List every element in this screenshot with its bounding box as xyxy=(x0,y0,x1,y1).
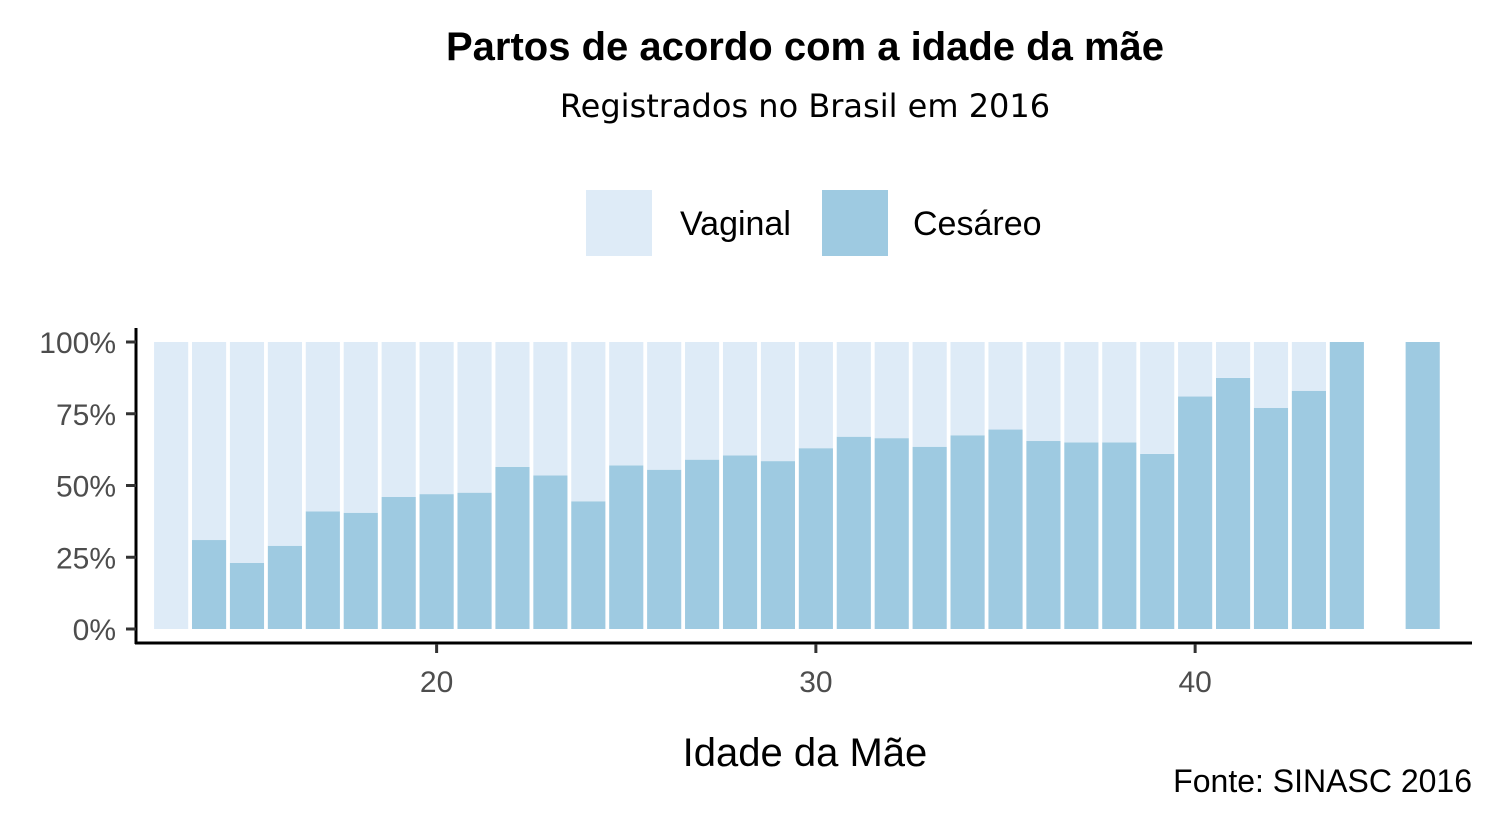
bar-vaginal-age-30 xyxy=(798,342,833,449)
bar-vaginal-age-32 xyxy=(874,342,909,439)
bar-cesreo-age-46 xyxy=(1405,342,1440,629)
bar-vaginal-age-25 xyxy=(609,342,644,466)
caption: Fonte: SINASC 2016 xyxy=(1173,763,1472,799)
bar-cesreo-age-44 xyxy=(1329,342,1364,629)
bar-cesreo-age-32 xyxy=(874,438,909,629)
x-axis-ticks: 20 30 40 xyxy=(420,644,1212,699)
bar-cesreo-age-42 xyxy=(1253,408,1289,629)
bar-vaginal-age-33 xyxy=(912,342,947,447)
y-tick-label: 75% xyxy=(56,399,116,432)
bar-vaginal-age-28 xyxy=(722,342,758,456)
legend-swatch-cesareo xyxy=(822,190,888,256)
bar-vaginal-age-26 xyxy=(647,342,682,470)
legend-swatch-vaginal xyxy=(586,190,652,256)
bar-cesreo-age-40 xyxy=(1178,396,1213,629)
bar-cesreo-age-24 xyxy=(571,501,606,629)
legend-label-cesareo: Cesáreo xyxy=(913,205,1042,243)
bar-vaginal-age-24 xyxy=(571,342,606,502)
bars-group xyxy=(154,342,1440,629)
bar-cesreo-age-31 xyxy=(836,436,871,629)
bar-vaginal-age-20 xyxy=(419,342,454,495)
bar-vaginal-age-34 xyxy=(950,342,985,436)
bar-cesreo-age-39 xyxy=(1140,453,1175,629)
bar-cesreo-age-19 xyxy=(381,496,416,629)
bar-vaginal-age-17 xyxy=(305,342,340,512)
bar-cesreo-age-26 xyxy=(647,469,682,629)
bar-cesreo-age-22 xyxy=(495,466,530,629)
bar-vaginal-age-41 xyxy=(1215,342,1251,378)
chart-subtitle: Registrados no Brasil em 2016 xyxy=(560,87,1050,125)
bar-cesreo-age-35 xyxy=(988,429,1023,629)
bar-vaginal-age-19 xyxy=(381,342,416,497)
legend-label-vaginal: Vaginal xyxy=(680,205,791,243)
bar-cesreo-age-43 xyxy=(1291,390,1326,629)
bar-vaginal-age-40 xyxy=(1178,342,1213,397)
legend: Vaginal Cesáreo xyxy=(586,190,1042,256)
y-tick-label: 50% xyxy=(56,471,116,504)
bar-cesreo-age-38 xyxy=(1102,442,1137,629)
bar-cesreo-age-23 xyxy=(533,475,568,629)
bar-vaginal-age-22 xyxy=(495,342,530,467)
y-tick-label: 0% xyxy=(73,614,116,647)
bar-vaginal-age-37 xyxy=(1064,342,1099,443)
bar-cesreo-age-33 xyxy=(912,446,947,629)
bar-cesreo-age-17 xyxy=(305,511,340,629)
x-tick-label: 30 xyxy=(799,666,832,699)
bar-vaginal-age-13 xyxy=(154,342,189,629)
bar-cesreo-age-21 xyxy=(457,492,492,629)
bar-cesreo-age-36 xyxy=(1026,441,1061,629)
bar-cesreo-age-37 xyxy=(1064,442,1099,629)
bar-cesreo-age-30 xyxy=(798,448,833,629)
bar-vaginal-age-31 xyxy=(836,342,871,437)
chart-title: Partos de acordo com a idade da mãe xyxy=(446,25,1164,69)
x-tick-label: 20 xyxy=(420,666,453,699)
bar-vaginal-age-16 xyxy=(267,342,302,546)
bar-cesreo-age-15 xyxy=(229,562,265,629)
bar-vaginal-age-36 xyxy=(1026,342,1061,442)
bar-vaginal-age-39 xyxy=(1140,342,1175,454)
bar-vaginal-age-38 xyxy=(1102,342,1137,443)
bar-vaginal-age-23 xyxy=(533,342,568,476)
bar-vaginal-age-27 xyxy=(685,342,720,460)
bar-cesreo-age-20 xyxy=(419,494,454,629)
bar-cesreo-age-14 xyxy=(191,540,227,629)
bar-cesreo-age-27 xyxy=(685,459,720,629)
bar-vaginal-age-35 xyxy=(988,342,1023,430)
y-tick-label: 25% xyxy=(56,542,116,575)
bar-cesreo-age-16 xyxy=(267,545,302,629)
bar-cesreo-age-41 xyxy=(1215,377,1251,629)
bar-cesreo-age-18 xyxy=(343,512,378,629)
bar-cesreo-age-25 xyxy=(609,465,644,629)
x-tick-label: 40 xyxy=(1178,666,1211,699)
bar-vaginal-age-29 xyxy=(760,342,796,462)
y-axis-ticks: 0% 25% 50% 75% 100% xyxy=(39,327,136,647)
bar-cesreo-age-34 xyxy=(950,435,985,629)
bar-cesreo-age-29 xyxy=(760,461,796,629)
bar-vaginal-age-15 xyxy=(229,342,265,563)
bar-cesreo-age-28 xyxy=(722,455,758,629)
y-tick-label: 100% xyxy=(39,327,116,360)
bar-vaginal-age-18 xyxy=(343,342,378,513)
bar-vaginal-age-42 xyxy=(1253,342,1289,409)
x-axis-title: Idade da Mãe xyxy=(683,731,928,775)
bar-vaginal-age-43 xyxy=(1291,342,1326,391)
bar-vaginal-age-14 xyxy=(191,342,227,541)
bar-vaginal-age-21 xyxy=(457,342,492,493)
